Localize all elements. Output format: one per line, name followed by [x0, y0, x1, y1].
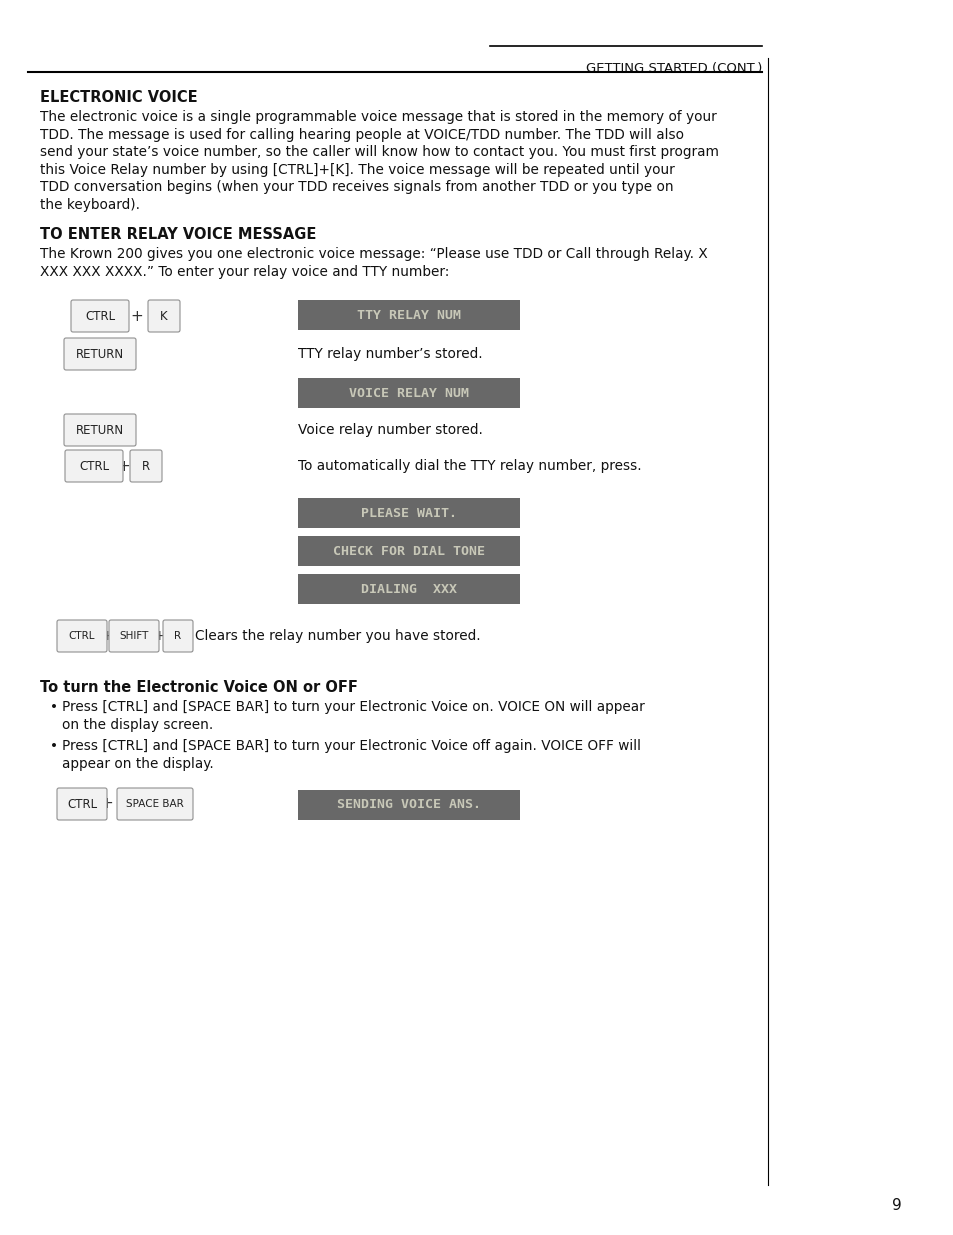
Text: TO ENTER RELAY VOICE MESSAGE: TO ENTER RELAY VOICE MESSAGE	[40, 227, 316, 242]
Bar	[297, 536, 519, 566]
Bar	[297, 498, 519, 529]
Text: Press [CTRL] and [SPACE BAR] to turn your Electronic Voice on. VOICE ON will app: Press [CTRL] and [SPACE BAR] to turn you…	[62, 700, 644, 714]
Bar	[121, 792, 193, 820]
Bar	[167, 624, 193, 652]
Bar	[69, 454, 123, 482]
Text: RETURN: RETURN	[76, 347, 124, 361]
FancyBboxPatch shape	[64, 414, 136, 446]
Text: SENDING VOICE ANS.: SENDING VOICE ANS.	[336, 799, 480, 811]
Text: SPACE BAR: SPACE BAR	[126, 799, 184, 809]
Text: VOICE RELAY NUM: VOICE RELAY NUM	[349, 387, 469, 399]
Text: TTY RELAY NUM: TTY RELAY NUM	[356, 309, 460, 321]
Text: Voice relay number stored.: Voice relay number stored.	[297, 424, 482, 437]
Text: the keyboard).: the keyboard).	[40, 198, 140, 211]
FancyBboxPatch shape	[109, 620, 159, 652]
Bar	[112, 624, 159, 652]
Text: this Voice Relay number by using [CTRL]+[K]. The voice message will be repeated : this Voice Relay number by using [CTRL]+…	[40, 163, 674, 177]
Text: R: R	[174, 631, 181, 641]
Bar	[61, 624, 107, 652]
Text: on the display screen.: on the display screen.	[62, 718, 213, 731]
FancyBboxPatch shape	[57, 620, 107, 652]
Text: To turn the Electronic Voice ON or OFF: To turn the Electronic Voice ON or OFF	[40, 680, 357, 695]
Text: PLEASE WAIT.: PLEASE WAIT.	[360, 506, 456, 520]
Bar	[152, 304, 180, 332]
Text: send your state’s voice number, so the caller will know how to contact you. You : send your state’s voice number, so the c…	[40, 144, 719, 159]
Text: +: +	[101, 629, 112, 643]
Bar	[297, 790, 519, 820]
Text: CHECK FOR DIAL TONE: CHECK FOR DIAL TONE	[333, 545, 484, 557]
Text: XXX XXX XXXX.” To enter your relay voice and TTY number:: XXX XXX XXXX.” To enter your relay voice…	[40, 264, 449, 279]
FancyBboxPatch shape	[117, 788, 193, 820]
Bar	[297, 300, 519, 330]
Bar	[61, 792, 107, 820]
Text: R: R	[142, 459, 150, 473]
Text: TDD. The message is used for calling hearing people at VOICE/TDD number. The TDD: TDD. The message is used for calling hea…	[40, 127, 683, 142]
Bar	[68, 417, 136, 446]
Text: CTRL: CTRL	[85, 310, 115, 322]
Text: TTY relay number’s stored.: TTY relay number’s stored.	[297, 347, 482, 361]
Bar	[68, 342, 136, 370]
Text: +: +	[153, 629, 165, 643]
Text: 9: 9	[891, 1198, 901, 1213]
FancyBboxPatch shape	[163, 620, 193, 652]
Text: •: •	[50, 700, 58, 714]
Text: SHIFT: SHIFT	[119, 631, 149, 641]
Text: To automatically dial the TTY relay number, press.: To automatically dial the TTY relay numb…	[297, 459, 641, 473]
FancyBboxPatch shape	[65, 450, 123, 482]
FancyBboxPatch shape	[64, 338, 136, 370]
Bar	[297, 378, 519, 408]
Text: Press [CTRL] and [SPACE BAR] to turn your Electronic Voice off again. VOICE OFF : Press [CTRL] and [SPACE BAR] to turn you…	[62, 739, 640, 753]
Text: ELECTRONIC VOICE: ELECTRONIC VOICE	[40, 90, 197, 105]
Text: GETTING STARTED (CONT.): GETTING STARTED (CONT.)	[585, 62, 761, 75]
FancyBboxPatch shape	[130, 450, 162, 482]
Text: Clears the relay number you have stored.: Clears the relay number you have stored.	[194, 629, 480, 643]
Text: RETURN: RETURN	[76, 424, 124, 436]
Text: +: +	[117, 458, 131, 473]
FancyBboxPatch shape	[57, 788, 107, 820]
Text: CTRL: CTRL	[67, 798, 97, 810]
Text: +: +	[100, 797, 113, 811]
Text: TDD conversation begins (when your TDD receives signals from another TDD or you : TDD conversation begins (when your TDD r…	[40, 180, 673, 194]
Text: •: •	[50, 739, 58, 753]
Text: CTRL: CTRL	[79, 459, 109, 473]
Text: +: +	[131, 309, 143, 324]
Bar	[75, 304, 129, 332]
Bar	[297, 574, 519, 604]
Text: DIALING  XXX: DIALING XXX	[360, 583, 456, 595]
Text: The Krown 200 gives you one electronic voice message: “Please use TDD or Call th: The Krown 200 gives you one electronic v…	[40, 247, 707, 261]
Text: K: K	[160, 310, 168, 322]
Text: The electronic voice is a single programmable voice message that is stored in th: The electronic voice is a single program…	[40, 110, 716, 124]
Text: CTRL: CTRL	[69, 631, 95, 641]
Bar	[133, 454, 162, 482]
FancyBboxPatch shape	[148, 300, 180, 332]
FancyBboxPatch shape	[71, 300, 129, 332]
Text: appear on the display.: appear on the display.	[62, 757, 213, 771]
